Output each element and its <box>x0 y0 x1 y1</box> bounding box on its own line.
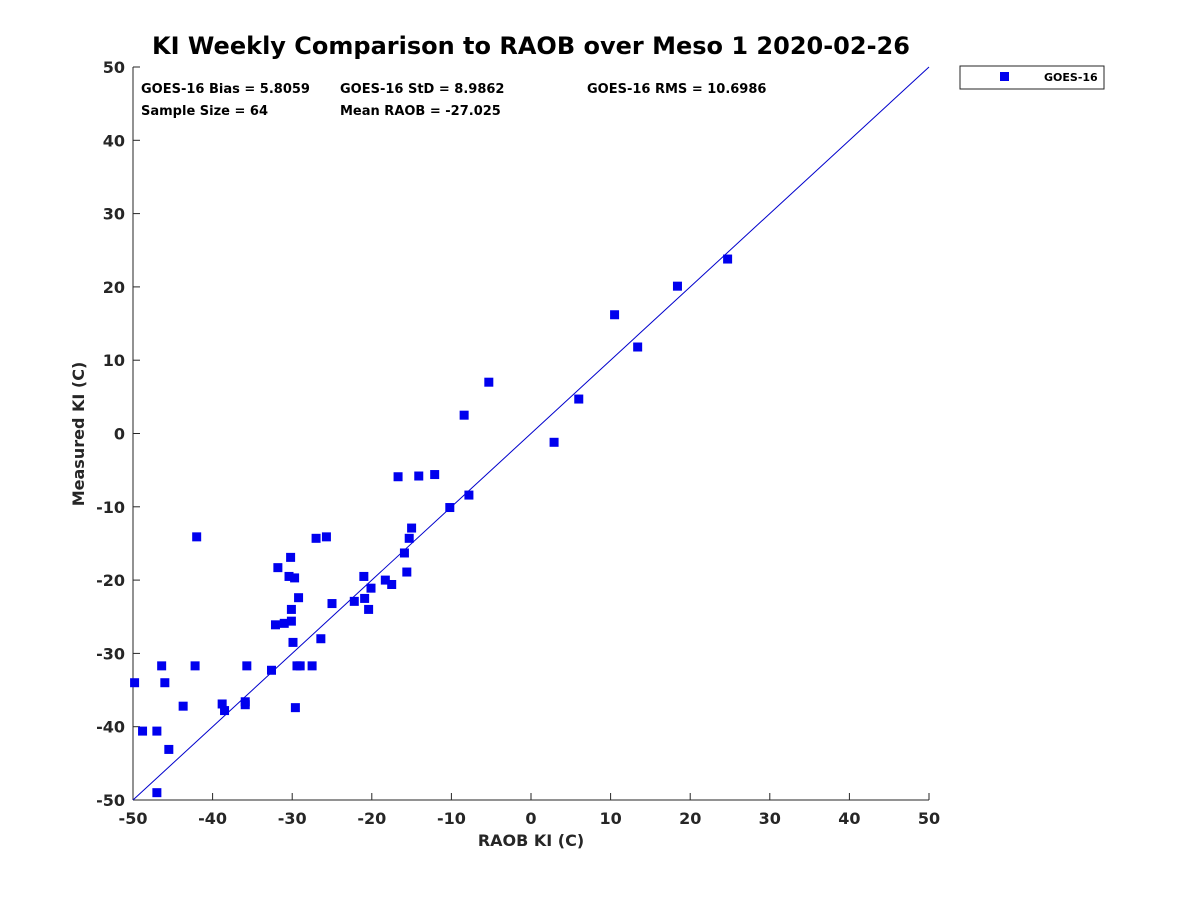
data-point <box>549 437 559 447</box>
data-point <box>295 661 305 671</box>
data-point <box>430 470 440 480</box>
data-point <box>160 678 170 688</box>
x-axis-ticks: -50 -40 -30 -20 -10 0 10 20 30 40 50 <box>119 793 940 828</box>
x-tick-label: -10 <box>437 809 466 828</box>
data-point <box>387 579 397 589</box>
x-axis-label: RAOB KI (C) <box>478 831 584 850</box>
data-point <box>164 744 174 754</box>
data-point <box>217 699 227 709</box>
y-tick-label: -50 <box>96 791 125 810</box>
data-point <box>190 661 200 671</box>
data-point <box>178 701 188 711</box>
data-points <box>130 254 733 798</box>
data-point <box>327 599 337 609</box>
data-point <box>270 620 280 630</box>
data-point <box>152 788 162 798</box>
data-point <box>402 567 412 577</box>
y-tick-label: -30 <box>96 644 125 663</box>
data-point <box>464 490 474 500</box>
legend: GOES-16 <box>959 65 1105 90</box>
data-point <box>672 281 682 291</box>
data-point <box>273 563 283 573</box>
data-point <box>407 523 417 533</box>
y-tick-label: 0 <box>114 425 125 444</box>
x-tick-label: 0 <box>525 809 536 828</box>
data-point <box>316 634 326 644</box>
data-point <box>286 616 296 626</box>
data-point <box>723 254 733 264</box>
data-point <box>360 593 370 603</box>
x-tick-label: -30 <box>278 809 307 828</box>
y-tick-label: 30 <box>103 205 125 224</box>
data-point <box>404 533 414 543</box>
legend-box <box>959 65 1105 90</box>
legend-label-goes16: GOES-16 <box>1044 71 1098 84</box>
y-tick-label: 10 <box>103 351 125 370</box>
std-annotation: GOES-16 StD = 8.9862 <box>340 82 504 97</box>
bias-annotation: GOES-16 Bias = 5.8059 <box>141 82 310 97</box>
legend-marker-goes16 <box>1000 72 1009 81</box>
data-point <box>279 618 289 628</box>
data-point <box>366 583 376 593</box>
data-point <box>192 532 202 542</box>
y-tick-label: 40 <box>103 131 125 150</box>
data-point <box>267 665 277 675</box>
data-point <box>364 604 374 614</box>
data-point <box>633 342 643 352</box>
y-tick-label: 20 <box>103 278 125 297</box>
data-point <box>414 471 424 481</box>
data-point <box>220 706 230 716</box>
data-point <box>242 661 252 671</box>
y-tick-label: -10 <box>96 498 125 517</box>
x-tick-label: -40 <box>198 809 227 828</box>
data-point <box>130 678 140 688</box>
x-tick-label: 10 <box>599 809 621 828</box>
data-point <box>240 700 250 710</box>
x-tick-label: 50 <box>918 809 940 828</box>
data-point <box>359 571 369 581</box>
x-tick-label: -50 <box>119 809 148 828</box>
data-point <box>294 593 304 603</box>
data-point <box>286 604 296 614</box>
data-point <box>321 532 331 542</box>
data-point <box>380 575 390 585</box>
data-point <box>157 661 167 671</box>
data-point <box>288 637 298 647</box>
x-tick-label: 40 <box>838 809 860 828</box>
chart-title: KI Weekly Comparison to RAOB over Meso 1… <box>152 32 910 60</box>
data-point <box>459 410 469 420</box>
data-point <box>311 533 321 543</box>
data-point <box>152 726 162 736</box>
y-tick-label: -40 <box>96 718 125 737</box>
data-point <box>484 377 494 387</box>
x-tick-label: 20 <box>679 809 701 828</box>
y-axis-label: Measured KI (C) <box>69 362 88 507</box>
y-tick-label: -20 <box>96 571 125 590</box>
data-point <box>307 661 317 671</box>
data-point <box>284 571 294 581</box>
x-tick-label: -20 <box>357 809 386 828</box>
data-point <box>445 503 455 513</box>
one-to-one-reference-line <box>132 66 930 801</box>
rms-annotation: GOES-16 RMS = 10.6986 <box>587 82 766 97</box>
data-point <box>290 703 300 713</box>
data-point <box>574 394 584 404</box>
sample-size-annotation: Sample Size = 64 <box>141 104 268 119</box>
data-point <box>138 726 148 736</box>
x-tick-label: 30 <box>759 809 781 828</box>
y-axis-ticks: -50 -40 -30 -20 -10 0 10 20 30 40 50 <box>96 58 140 810</box>
data-point <box>393 472 403 482</box>
data-point <box>399 548 409 558</box>
data-point <box>286 552 296 562</box>
mean-raob-annotation: Mean RAOB = -27.025 <box>340 104 501 119</box>
data-point <box>349 596 359 606</box>
data-point <box>290 573 300 583</box>
y-tick-label: 50 <box>103 58 125 77</box>
data-point <box>610 310 620 320</box>
